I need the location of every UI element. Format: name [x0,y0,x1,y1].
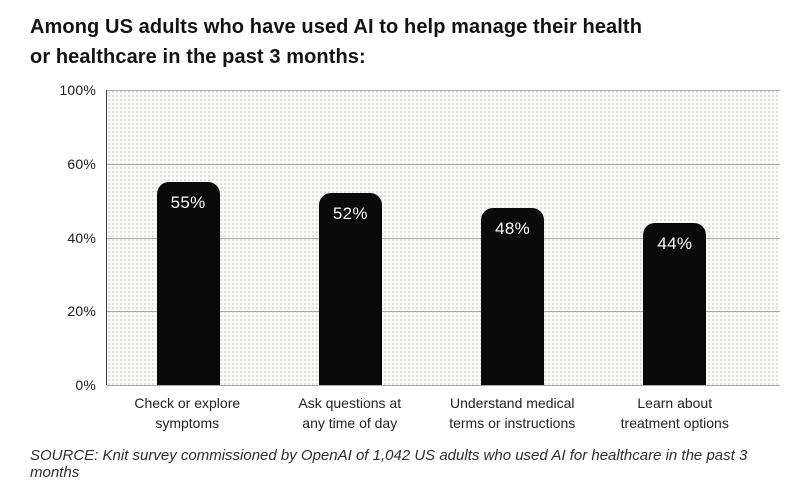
bar-slot: 55% [107,90,269,385]
bar-value-label: 52% [332,204,368,223]
bar-value-label: 55% [170,193,206,212]
source-note: SOURCE: Knit survey commissioned by Open… [30,447,748,481]
category-label: Check or explore symptoms [134,395,241,431]
gridline [107,385,780,386]
gridline [107,90,780,91]
y-tick-label: 60% [67,156,96,172]
bar: 44% [643,223,707,385]
bar: 52% [318,193,382,385]
bar: 48% [481,208,545,385]
bars-row: 55% 52% 48% 44% [107,90,756,385]
chart-title: Among US adults who have used AI to help… [30,12,770,72]
y-tick-label: 40% [67,230,96,246]
category-label: Ask questions at any time of day [298,395,402,431]
y-tick-label: 100% [59,82,96,98]
category-label: Learn about treatment options [620,395,729,431]
category-label: Understand medical terms or instructions [449,395,576,431]
bar-value-label: 48% [495,219,531,238]
chart-title-line-1: Among US adults who have used AI to help… [30,16,643,38]
gridline [107,164,780,165]
bar: 55% [156,182,220,385]
plot-area: 55% 52% 48% 44% [106,90,780,386]
bar-value-label: 44% [657,234,693,253]
y-tick-label: 20% [67,303,96,319]
gridline [107,238,780,239]
gridline [107,311,780,312]
bar-slot: 52% [269,90,431,385]
bar-slot: 44% [594,90,756,385]
x-axis-category-labels: Check or explore symptoms Ask questions a… [106,393,756,433]
y-tick-label: 0% [75,377,96,393]
bar-slot: 48% [432,90,594,385]
chart-title-line-2: or healthcare in the past 3 months: [30,46,366,68]
